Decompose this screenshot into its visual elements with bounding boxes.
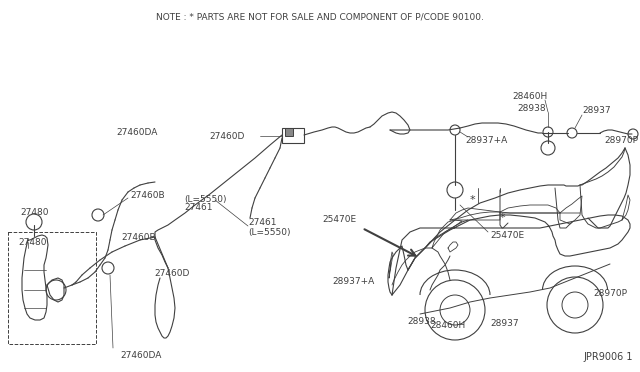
Text: 27480: 27480 <box>20 208 49 217</box>
Text: 27460DA: 27460DA <box>120 350 161 359</box>
Text: 28460H: 28460H <box>513 92 548 100</box>
Text: 28938: 28938 <box>408 317 436 327</box>
Text: 28460H: 28460H <box>430 321 466 330</box>
Text: *: * <box>470 195 476 205</box>
Text: 28938: 28938 <box>518 103 547 112</box>
Text: 27480: 27480 <box>18 237 47 247</box>
Text: 28937+A: 28937+A <box>332 278 374 286</box>
Text: 25470E: 25470E <box>490 231 524 240</box>
Bar <box>282 128 304 143</box>
Text: 28937+A: 28937+A <box>465 135 508 144</box>
Text: 27460D: 27460D <box>210 131 245 141</box>
Text: 28970P: 28970P <box>604 135 638 144</box>
Text: (L=5550): (L=5550) <box>184 195 227 203</box>
Text: *: * <box>500 213 506 223</box>
Text: (L=5550): (L=5550) <box>248 228 291 237</box>
Text: NOTE : * PARTS ARE NOT FOR SALE AND COMPONENT OF P/CODE 90100.: NOTE : * PARTS ARE NOT FOR SALE AND COMP… <box>156 12 484 21</box>
Text: 27460B: 27460B <box>122 232 156 241</box>
Text: 27460B: 27460B <box>130 190 164 199</box>
Text: 27460DA: 27460DA <box>116 128 157 137</box>
Bar <box>285 128 293 136</box>
Text: 28937: 28937 <box>491 318 519 327</box>
Text: 28937: 28937 <box>582 106 611 115</box>
Text: 27460D: 27460D <box>155 269 190 278</box>
Text: 27461: 27461 <box>184 202 212 212</box>
Text: 28970P: 28970P <box>593 289 627 298</box>
Text: 25470E: 25470E <box>322 215 356 224</box>
Text: JPR9006 1: JPR9006 1 <box>584 352 633 362</box>
Text: 27461: 27461 <box>248 218 276 227</box>
Bar <box>8 232 96 344</box>
